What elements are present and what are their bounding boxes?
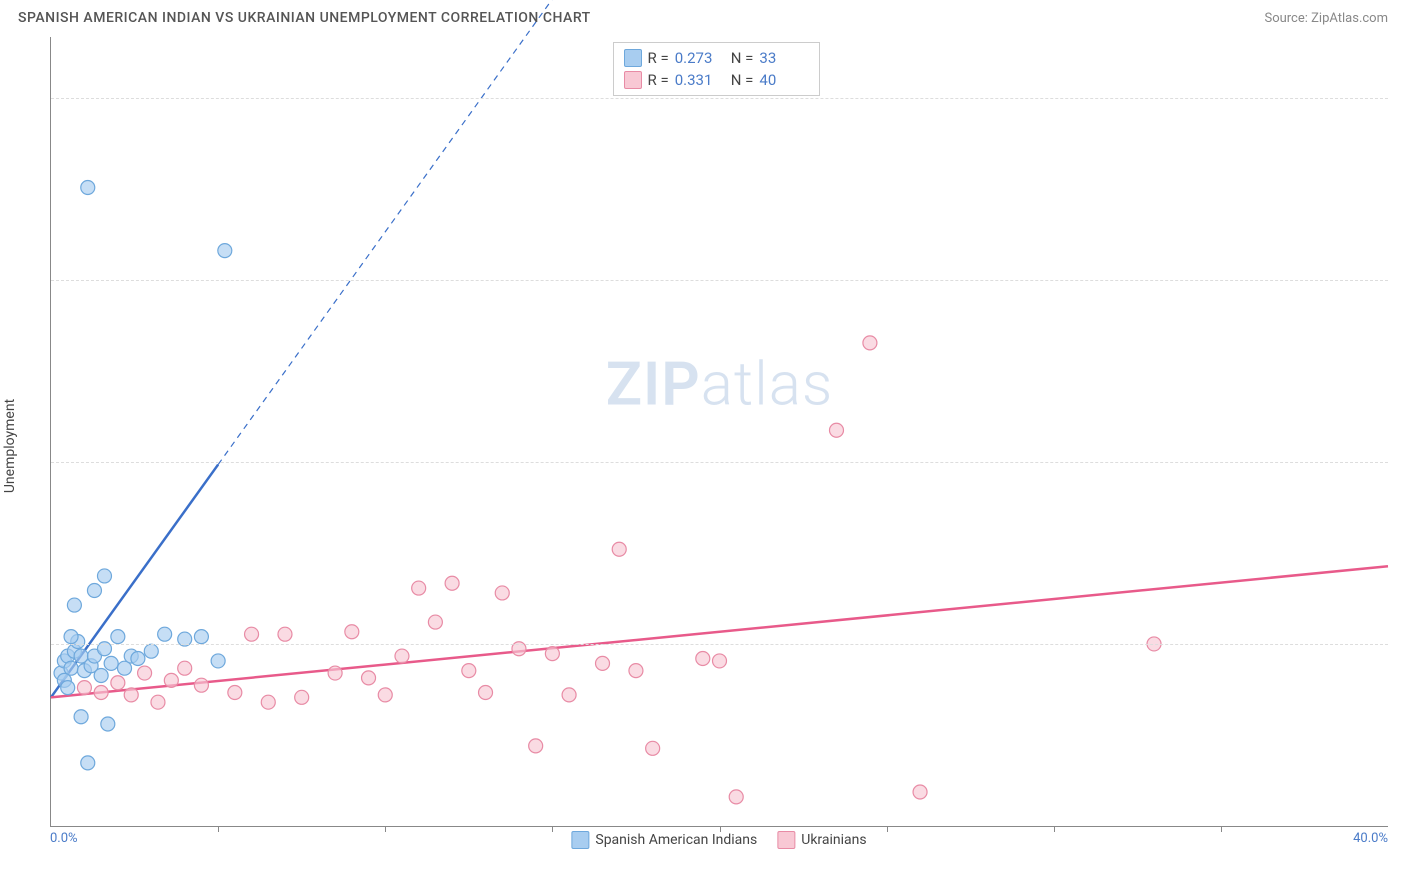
legend-label-2: Ukrainians xyxy=(801,832,866,848)
x-axis-area: 0.0% Spanish American Indians Ukrainians… xyxy=(50,831,1388,851)
legend-label-1: Spanish American Indians xyxy=(595,832,757,848)
x-min-label: 0.0% xyxy=(50,831,78,846)
scatter-plot-svg xyxy=(51,37,1388,826)
swatch-series1-icon xyxy=(624,49,642,67)
chart-plot-area: ZIPatlas R = 0.273 N = 33 R = 0.331 N = … xyxy=(50,37,1388,827)
legend-swatch1-icon xyxy=(571,831,589,849)
stats-legend-box: R = 0.273 N = 33 R = 0.331 N = 40 xyxy=(613,42,821,96)
legend-swatch2-icon xyxy=(777,831,795,849)
legend-item-2: Ukrainians xyxy=(777,831,866,849)
bottom-legend: Spanish American Indians Ukrainians xyxy=(571,831,866,849)
source-label: Source: ZipAtlas.com xyxy=(1264,11,1388,26)
swatch-series2-icon xyxy=(624,71,642,89)
x-max-label: 40.0% xyxy=(1353,831,1388,846)
header: SPANISH AMERICAN INDIAN VS UKRAINIAN UNE… xyxy=(0,0,1406,32)
legend-item-1: Spanish American Indians xyxy=(571,831,757,849)
y-axis-label: Unemployment xyxy=(2,399,18,493)
chart-title: SPANISH AMERICAN INDIAN VS UKRAINIAN UNE… xyxy=(18,10,591,26)
stats-row-2: R = 0.331 N = 40 xyxy=(624,69,810,91)
stats-row-1: R = 0.273 N = 33 xyxy=(624,47,810,69)
